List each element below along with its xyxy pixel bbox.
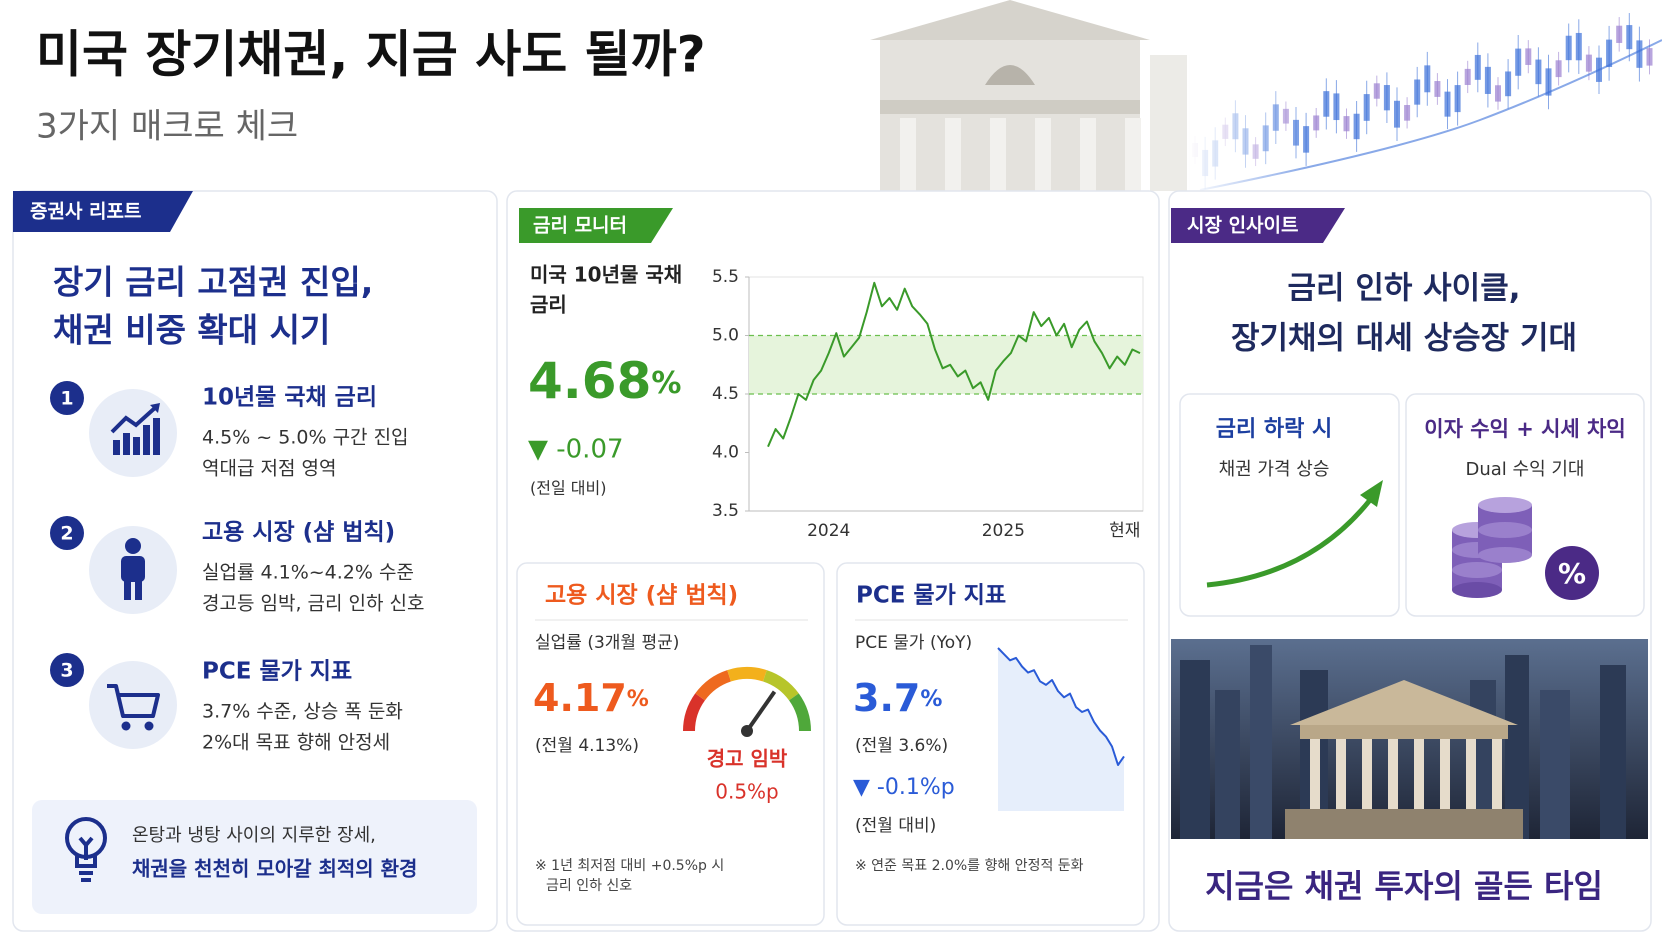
y-tick-label: 5.0 [712,326,739,346]
employment-unit: % [627,687,649,712]
employment-footnote: ※ 1년 최저점 대비 +0.5%p 시 [535,858,724,874]
x-tick-label: 현재 [1109,521,1140,541]
rate-value: 4.68% [528,352,681,410]
item-number: 3 [60,660,73,682]
card-title: 이자 수익 + 시세 차익 [1424,417,1625,441]
x-tick-label: 2025 [982,521,1025,541]
area-fill [998,648,1124,811]
gauge [683,666,811,737]
pce-chart [997,647,1125,811]
monitor-tag: 금리 모니터 [533,215,627,237]
pce-footnote: ※ 연준 목표 2.0%를 향해 안정적 둔화 [855,858,1084,874]
note-text: 온탕과 냉탕 사이의 지루한 장세, [132,825,376,846]
y-tick-label: 4.0 [712,443,739,463]
closing-text: 지금은 채권 투자의 골든 타임 [1205,867,1603,905]
highlight-band [749,335,1143,394]
coin-label: % [1558,557,1586,590]
y-tick-label: 5.5 [712,267,739,287]
gauge-value: 0.5%p [715,780,779,804]
pce-change-note: (전월 대비) [855,816,936,836]
insight-card [1179,393,1400,617]
employment-footnote: 금리 인하 신호 [546,878,632,894]
header-building [870,0,1190,191]
card-text: 채권 가격 상승 [1219,459,1330,480]
employment-previous: (전월 4.13%) [535,736,639,756]
rate-chart: 3.5 4.0 4.5 5.0 5.5 2024 2025 현재 [712,267,1143,541]
pce-label: PCE 물가 (YoY) [855,633,972,653]
report-item: 1 10년물 국채 금리 4.5% ~ 5.0% 구간 진입 역대급 저점 영역 [50,381,409,480]
card-title: 금리 하락 시 [1216,417,1333,442]
line-series [997,647,1125,766]
item-title: 10년물 국채 금리 [202,385,377,411]
item-title: 고용 시장 (샴 법칙) [202,520,395,546]
pce-previous: (전월 3.6%) [855,736,948,756]
employment-label: 실업률 (3개월 평균) [535,633,679,653]
note-text: 채권을 천천히 모아갈 최적의 환경 [132,857,417,881]
rate-change: ▼ -0.07 [528,435,624,465]
item-text: 2%대 목표 향해 안정세 [202,732,390,754]
page-subtitle: 3가지 매크로 체크 [36,107,298,147]
employment-card [516,562,825,926]
y-tick-label: 4.5 [712,384,739,404]
pce-card [836,562,1145,926]
item-number: 1 [60,388,73,410]
city-illustration [1171,639,1648,839]
item-text: 실업률 4.1%~4.2% 수준 [202,562,414,584]
item-title: PCE 물가 지표 [202,659,352,685]
item-text: 3.7% 수준, 상승 폭 둔화 [202,701,403,723]
employment-number: 4.17 [533,676,627,720]
y-tick-label: 3.5 [712,501,739,521]
monitor-tag-bg [519,208,673,243]
line-series [767,281,1141,448]
rate-number: 4.68 [528,352,651,410]
x-tick-label: 2024 [807,521,850,541]
insight-tag: 시장 인사이트 [1187,215,1299,237]
up-arrow [1206,480,1383,588]
rate-label: 금리 [530,293,567,317]
rate-unit: % [651,366,681,401]
insight-headline: 장기채의 대세 상승장 기대 [1231,321,1577,357]
bulb-icon [65,817,107,882]
item-number: 2 [60,523,73,545]
report-item: 3 PCE 물가 지표 3.7% 수준, 상승 폭 둔화 2%대 목표 향해 안… [50,653,403,754]
pce-unit: % [920,687,942,712]
insight-headline: 금리 인하 사이클, [1287,271,1520,307]
report-item: 2 고용 시장 (샴 법칙) 실업률 4.1%~4.2% 수준 경고등 임박, … [50,516,424,615]
rate-label: 미국 10년물 국채 [530,263,682,287]
report-tag-bg [13,191,193,232]
item-text: 4.5% ~ 5.0% 구간 진입 [202,427,409,449]
pce-value: 3.7% [853,676,942,720]
item-text: 경고등 임박, 금리 인하 신호 [202,593,424,615]
gauge-status: 경고 임박 [707,747,788,771]
rate-change-note: (전일 대비) [530,479,606,498]
note-box [32,800,477,914]
report-headline: 장기 금리 고점권 진입, [53,263,373,302]
decor-fade [1187,0,1662,191]
coins-icon [1452,497,1599,600]
employment-value: 4.17% [533,676,649,720]
insight-tag-bg [1171,208,1345,243]
card-text: Dual 수익 기대 [1466,459,1585,480]
employment-title: 고용 시장 (샴 법칙) [545,583,738,609]
header-candles [1187,0,1662,191]
pce-title: PCE 물가 지표 [856,583,1006,609]
pce-change: ▼ -0.1%p [853,775,955,800]
report-headline: 채권 비중 확대 시기 [53,311,330,350]
pce-number: 3.7 [853,676,920,720]
page-title: 미국 장기채권, 지금 사도 될까? [36,26,706,84]
item-text: 역대급 저점 영역 [202,458,336,480]
report-tag: 증권사 리포트 [30,201,142,223]
